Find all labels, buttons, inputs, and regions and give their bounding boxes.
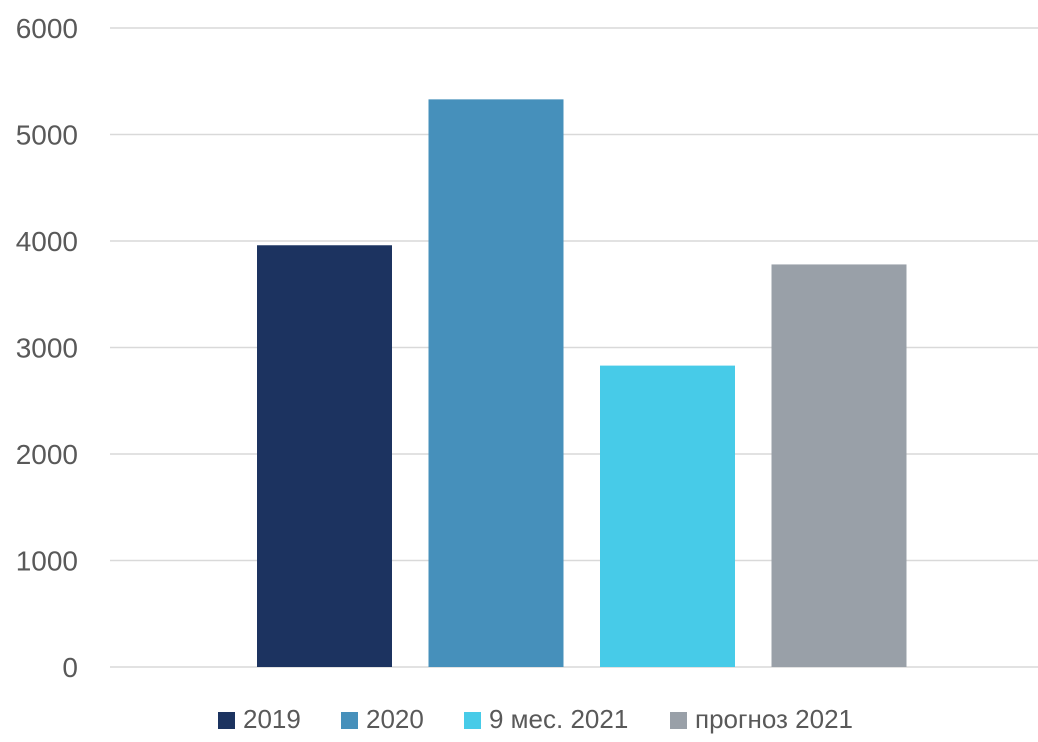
y-tick-label-5000: 5000 [16,120,78,151]
bar-2020 [428,99,564,668]
bar-прогноз-2021 [771,264,907,667]
y-tick-label-2000: 2000 [16,439,78,470]
legend-swatch-3 [464,712,481,729]
legend-label-4: прогноз 2021 [695,704,853,734]
legend-label-3: 9 мес. 2021 [489,704,628,734]
bar-9-мес-2021 [600,365,735,667]
legend-label-2: 2020 [366,704,424,734]
y-axis-tick-labels: 0 1000 2000 3000 4000 5000 6000 [16,13,78,683]
bar-2019 [257,245,392,667]
legend-swatch-4 [670,712,687,729]
y-tick-label-1000: 1000 [16,546,78,577]
legend-swatch-1 [218,712,235,729]
bars [257,99,907,668]
y-tick-label-6000: 6000 [16,13,78,44]
y-tick-label-3000: 3000 [16,333,78,364]
legend-label-1: 2019 [243,704,301,734]
y-tick-label-0: 0 [62,652,78,683]
legend-swatch-2 [341,712,358,729]
legend: 2019 2020 9 мес. 2021 прогноз 2021 [218,704,853,734]
y-tick-label-4000: 4000 [16,226,78,257]
